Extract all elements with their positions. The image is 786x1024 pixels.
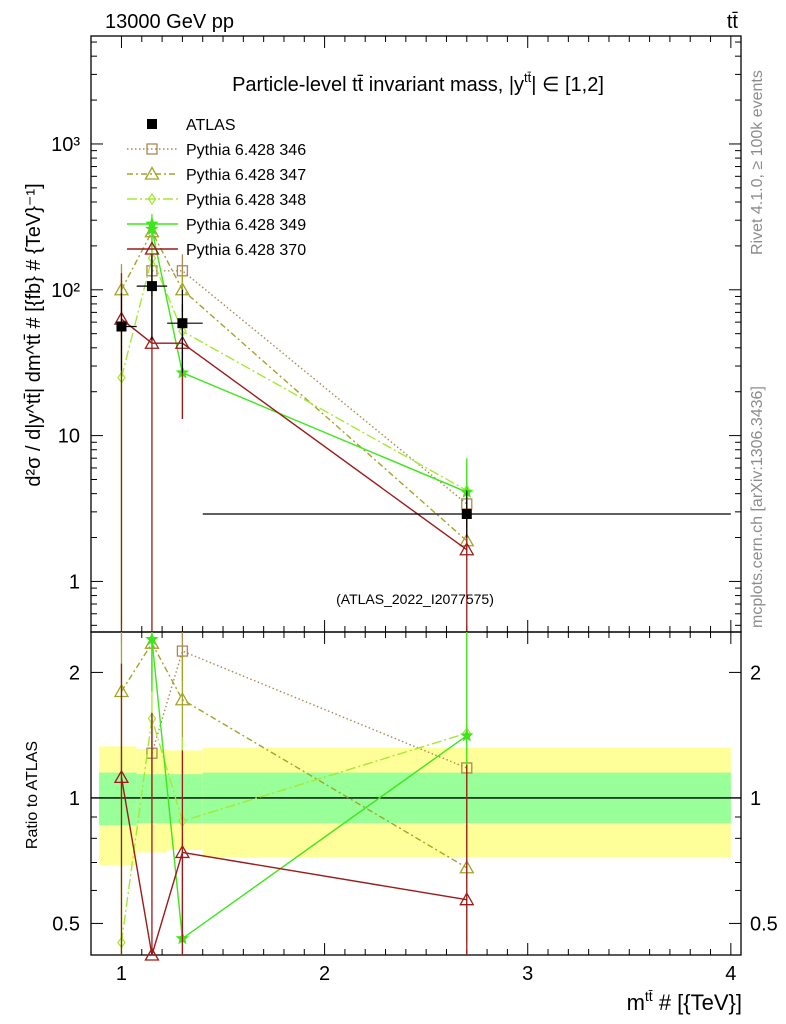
legend: ATLAS Pythia 6.428 346 Pythia 6.428 347 Pyt…: [127, 117, 306, 259]
ratio-panel: 1 2 3 4 0.5 0.5 1 1 2 2 Ratio to ATLAS mtt̄ # [{TeV…: [24, 631, 778, 1015]
data-marker: [177, 318, 188, 329]
main-series-line-4: [121, 318, 468, 551]
ratio-series-marker: [459, 891, 475, 906]
main-series-marker: [144, 335, 160, 349]
main-y-axis-label: d²σ / d|y^tt̄| dm^tt̄ # [{fb} # {TeV}⁻¹]: [23, 183, 45, 486]
ratio-y-tick-label: 0.5: [52, 913, 80, 935]
mcplots-credit-label: mcplots.cern.ch [arXiv:1306.3436]: [749, 386, 766, 628]
ratio-series-marker: [174, 844, 191, 859]
chart-title: Particle-level tt̄ invariant mass, |ytt̄…: [232, 70, 604, 96]
chart-title-sup: tt̄: [524, 70, 532, 85]
ratio-y-axis-label: Ratio to ATLAS: [24, 741, 41, 849]
ratio-series-marker: [144, 947, 160, 961]
legend-marker-1: [144, 166, 160, 180]
ratio-series-line-4: [120, 777, 467, 956]
main-series-marker: [145, 222, 159, 235]
x-tick-label: 1: [116, 963, 127, 985]
main-series-marker: [459, 541, 475, 556]
y-tick-label: 10²: [51, 280, 80, 302]
legend-label-2: Pythia 6.428 348: [186, 192, 306, 209]
data-marker: [461, 509, 472, 520]
header-process-label: tt̄: [727, 11, 739, 33]
header-energy-label: 13000 GeV pp: [105, 11, 234, 33]
legend-label-atlas: ATLAS: [186, 117, 236, 134]
ratio-series-marker: [460, 728, 474, 742]
x-tick-label: 2: [319, 963, 330, 985]
legend-marker-3: [145, 216, 159, 230]
ratio-frame: [90, 631, 742, 956]
chart-title-suffix: | ∈ [1,2]: [531, 74, 604, 96]
legend-marker-4: [144, 241, 160, 255]
x-axis-label-base: m: [627, 990, 645, 1015]
y-tick-label: 10: [58, 426, 80, 448]
rivet-version-label: Rivet 4.1.0, ≥ 100k events: [749, 70, 766, 255]
data-marker: [116, 321, 127, 332]
x-tick-label: 3: [522, 963, 533, 985]
analysis-watermark: (ATLAS_2022_I2077575): [336, 591, 494, 607]
ratio-y-tick-label-right: 0.5: [750, 913, 778, 935]
ratio-series-marker: [113, 769, 130, 784]
x-axis-label: mtt̄ # [{TeV}]: [627, 988, 742, 1015]
ratio-stat-band-0: [99, 772, 137, 826]
main-series-line-2: [120, 255, 468, 492]
ratio-series-marker: [174, 691, 191, 706]
data-marker: [146, 281, 157, 292]
y-tick-label: 10³: [51, 134, 80, 156]
ratio-series-line-1: [120, 641, 468, 869]
chart-title-prefix: Particle-level tt̄ invariant mass, |y: [232, 74, 524, 96]
main-panel: 1 10 10² 10³ d²σ / d|y^tt̄| dm^tt̄ # [{fb} #…: [23, 35, 742, 633]
legend-marker-0: [146, 143, 158, 155]
main-series-line-0: [151, 270, 468, 505]
ratio-y-tick-label: 1: [69, 788, 80, 810]
ratio-y-tick-label-right: 2: [750, 662, 761, 684]
ratio-series-line-2: [120, 718, 467, 943]
legend-label-3: Pythia 6.428 349: [186, 217, 306, 234]
main-series-line-3: [151, 229, 468, 493]
x-axis-label-sup: tt̄: [645, 988, 653, 1004]
ratio-y-tick-label: 2: [69, 662, 80, 684]
legend-marker-2: [147, 192, 157, 206]
ratio-stat-band-2: [167, 774, 203, 824]
legend-label-1: Pythia 6.428 347: [186, 167, 306, 184]
main-series-line-1: [120, 230, 468, 542]
ratio-y-tick-label-right: 1: [750, 788, 761, 810]
legend-marker-atlas: [147, 119, 157, 129]
x-tick-label: 4: [725, 963, 736, 985]
ratio-series-marker: [145, 632, 159, 646]
legend-label-0: Pythia 6.428 346: [186, 142, 306, 159]
y-tick-label: 1: [69, 571, 80, 593]
legend-label-4: Pythia 6.428 370: [186, 242, 306, 259]
x-axis-label-suffix: # [{TeV}]: [653, 990, 742, 1015]
